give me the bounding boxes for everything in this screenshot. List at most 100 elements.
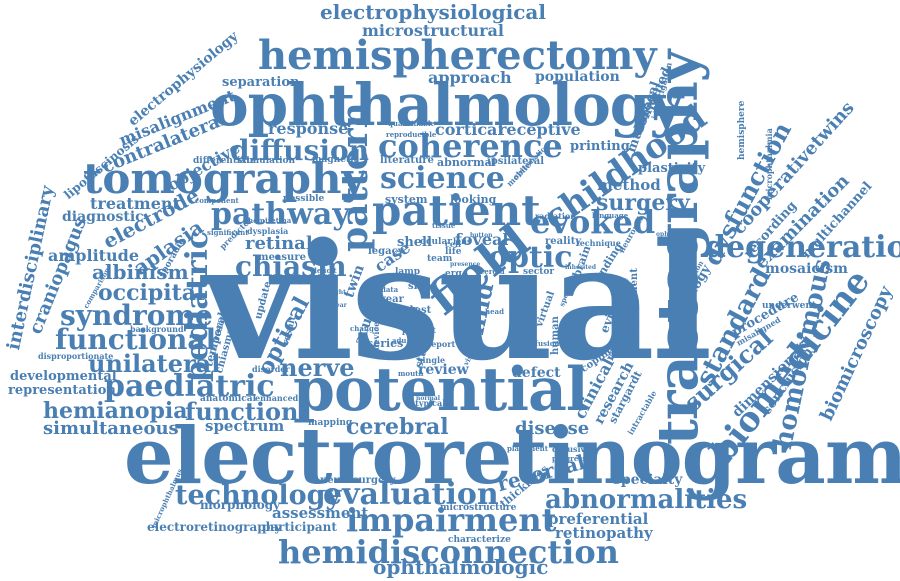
word-cortical: cortical — [435, 120, 504, 139]
word-ipsilateral: ipsilateral — [487, 156, 545, 167]
word-evaluation: evaluation — [323, 477, 499, 512]
word-tomography: tomography — [83, 154, 366, 203]
word-review: review — [418, 362, 469, 378]
word-abnormalities: abnormalities — [545, 485, 748, 515]
word-quantifiable: quantifiable — [388, 119, 436, 128]
word-deficit: deficit — [312, 266, 337, 275]
word-mapping: mapping — [308, 418, 353, 428]
word-receptive: receptive — [498, 120, 581, 139]
word-technology: technology — [175, 480, 342, 511]
word-function: function — [185, 397, 299, 426]
word-foveal: foveal — [455, 230, 509, 249]
word-evoked: evoked — [530, 203, 656, 241]
word-hemidisconnection: hemidisconnection — [278, 533, 619, 571]
word-tissue: tissue — [432, 221, 456, 230]
word-placement: placement — [507, 444, 548, 453]
word-lamp: lamp — [395, 267, 421, 277]
word-patient: patient — [372, 186, 541, 235]
word-plasticity: plasticity — [638, 161, 706, 176]
word-neurosurgery: neurosurgery — [320, 475, 396, 486]
word-reality: reality — [545, 236, 582, 247]
word-single: single — [418, 355, 446, 365]
word-team: team — [427, 254, 453, 264]
word-abnormal: abnormal — [437, 156, 496, 169]
word-disorder: disorder — [252, 364, 290, 374]
word-ophthalmic: ophthalmic — [656, 231, 695, 238]
word-test: test — [410, 305, 432, 316]
word-inherited: inherited — [565, 264, 597, 271]
word-button: button — [470, 232, 493, 239]
word-nerve: nerve — [280, 353, 355, 382]
word-potential: potential — [293, 355, 589, 425]
word-microstructural: microstructural — [362, 21, 504, 40]
word-year: year — [380, 294, 404, 305]
word-progressive: progressive — [552, 454, 598, 463]
word-hemispherectomy: hemispherectomy — [258, 32, 657, 79]
word-fusion: fusion — [535, 339, 560, 348]
word-microstructure: microstructure — [440, 503, 517, 513]
word-retinopathy: retinopathy — [555, 524, 653, 542]
word-electroretinography: electroretinography — [147, 520, 282, 534]
word-participant: participant — [262, 520, 337, 534]
word-atypical: atypical — [410, 398, 446, 408]
word-data: data — [381, 285, 399, 294]
word-fold: fold — [452, 283, 468, 292]
word-reproducible: reproducible — [386, 130, 437, 139]
word-life: life — [445, 247, 462, 257]
word-enhanced: enhanced — [255, 393, 299, 403]
word-significant: significant — [207, 228, 249, 237]
word-human: human — [550, 316, 561, 355]
word-system: system — [385, 193, 428, 206]
word-mouth: mouth — [398, 369, 424, 378]
word-pathway: pathway — [211, 197, 350, 232]
word-sector: sector — [523, 267, 555, 277]
word-adult: adult — [392, 336, 413, 345]
word-light: light — [330, 289, 346, 296]
word-printing: printing — [570, 139, 630, 154]
word-hemianopia: hemianopia — [43, 398, 188, 424]
word-present: present — [402, 325, 437, 335]
word-erg: erg — [445, 269, 462, 279]
word-cell: cell — [445, 239, 462, 249]
word-ocular: ocular — [420, 237, 453, 247]
word-developmental: developmental — [10, 369, 117, 384]
word-ophthalmology: ophthalmology — [210, 71, 683, 139]
word-syndrome: syndrome — [60, 299, 213, 332]
word-amplitude: amplitude — [48, 246, 140, 265]
word-cerebral: cerebral — [346, 414, 449, 440]
word-visual: visual — [203, 208, 713, 396]
word-differentiate: differentiate — [193, 156, 257, 166]
word-head: head — [485, 307, 504, 316]
word-background: background — [130, 324, 184, 334]
word-spectrum: spectrum — [205, 417, 285, 435]
word-hair: hair — [397, 305, 418, 315]
word-method: method — [597, 176, 661, 194]
word-looking: looking — [450, 193, 497, 206]
word-occipital: occipital — [98, 280, 205, 306]
word-clear: clear — [330, 302, 347, 309]
word-paediatric: paediatric — [104, 369, 275, 404]
word-approach: approach — [428, 68, 512, 87]
word-diffusivity: diffusivity — [552, 444, 597, 454]
word-defect: defect — [512, 365, 561, 381]
word-characterize: characterize — [448, 535, 511, 545]
word-anatomical: anatomical — [200, 394, 257, 404]
word-component: component — [195, 196, 239, 205]
word-degeneration: degeneration — [705, 230, 900, 265]
word-diffusion: diffusion — [230, 134, 369, 167]
word-measure: measure — [258, 252, 306, 263]
word-possible: possible — [283, 194, 325, 204]
word-disproportionate: disproportionate — [38, 351, 114, 361]
word-population: population — [535, 69, 620, 85]
word-preferential: preferential — [548, 510, 649, 528]
word-hemisphere: hemisphere — [737, 100, 747, 160]
word-hemiretina: hemiretina — [248, 216, 292, 225]
word-mosaicism: mosaicism — [765, 261, 848, 277]
word-surgery: surgery — [596, 190, 690, 216]
word-separation: separation — [222, 75, 300, 90]
word-unilateral: unilateral — [88, 349, 221, 378]
word-simultaneous: simultaneous — [43, 418, 179, 439]
word-specialty: specialty — [613, 472, 683, 488]
word-legacy: legacy — [368, 246, 404, 257]
